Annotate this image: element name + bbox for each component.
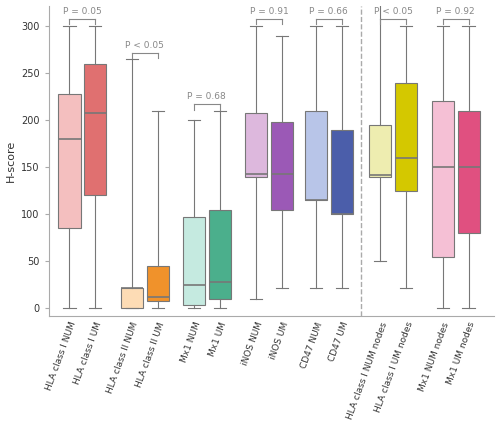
Bar bbox=[330, 130, 352, 214]
Text: P < 0.05: P < 0.05 bbox=[374, 7, 413, 16]
Bar bbox=[370, 125, 392, 177]
Bar bbox=[304, 111, 326, 200]
Bar bbox=[396, 83, 417, 191]
Bar bbox=[271, 122, 293, 210]
Bar bbox=[209, 210, 231, 299]
Text: P = 0.92: P = 0.92 bbox=[436, 7, 475, 16]
Text: P < 0.05: P < 0.05 bbox=[125, 41, 164, 50]
Bar bbox=[432, 101, 454, 256]
Bar bbox=[183, 217, 205, 305]
Bar bbox=[458, 111, 479, 233]
Y-axis label: H-score: H-score bbox=[6, 140, 16, 182]
Bar bbox=[120, 288, 142, 308]
Text: P = 0.05: P = 0.05 bbox=[63, 7, 102, 16]
Text: P = 0.68: P = 0.68 bbox=[188, 92, 226, 101]
Bar bbox=[146, 266, 169, 301]
Bar bbox=[84, 64, 106, 196]
Text: P = 0.66: P = 0.66 bbox=[309, 7, 348, 16]
Text: P = 0.91: P = 0.91 bbox=[250, 7, 288, 16]
Bar bbox=[58, 94, 80, 228]
Bar bbox=[245, 113, 267, 177]
